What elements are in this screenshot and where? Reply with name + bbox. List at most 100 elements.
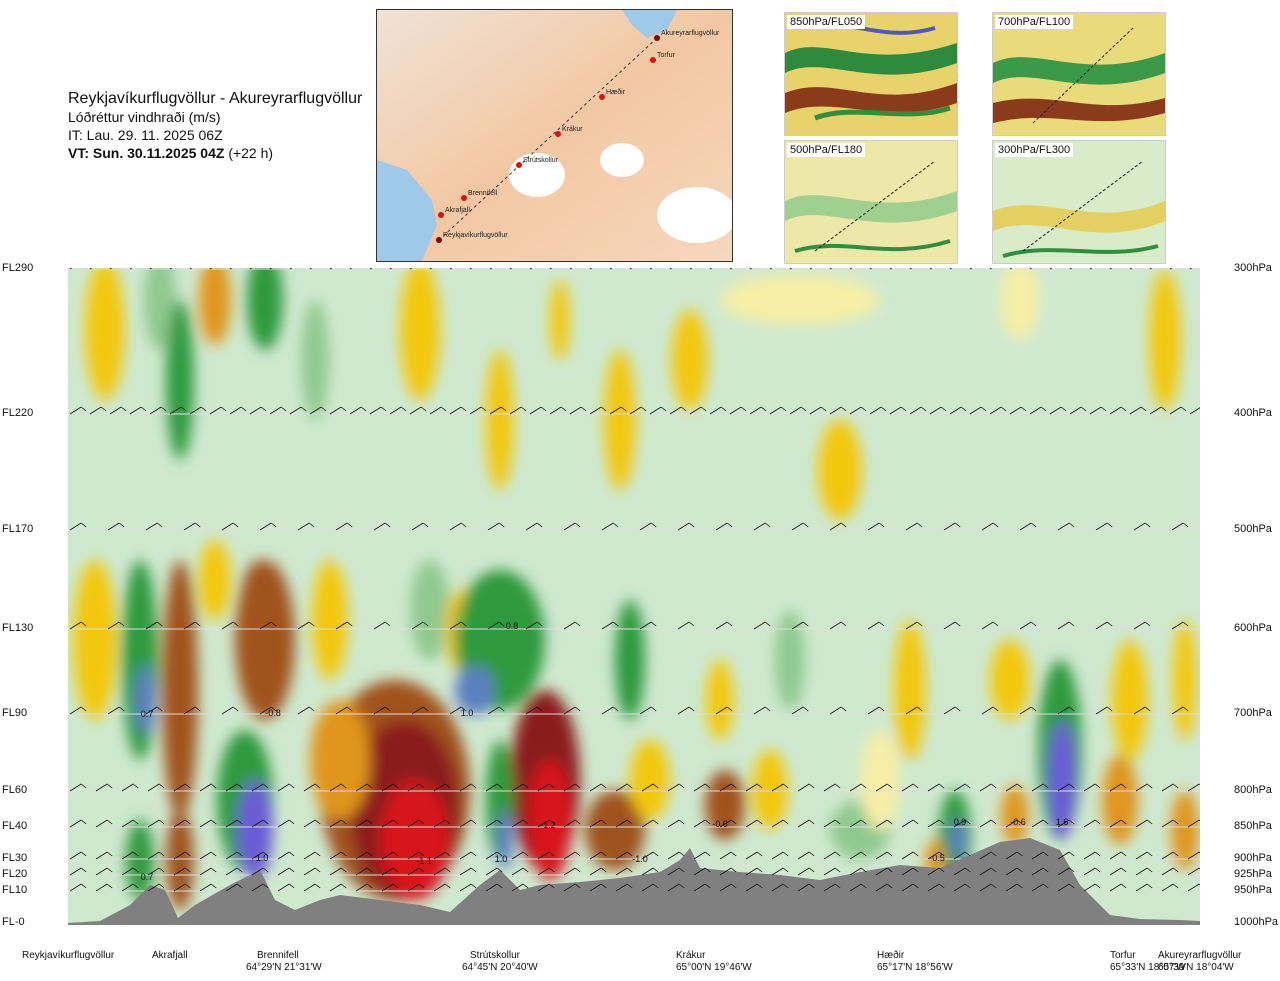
wind-barb bbox=[1171, 706, 1189, 715]
wind-barb bbox=[433, 883, 451, 892]
wind-barb bbox=[147, 783, 165, 792]
wind-barb bbox=[609, 406, 627, 415]
wind-barb bbox=[411, 621, 429, 630]
contour-patch bbox=[166, 810, 194, 910]
contour-patch bbox=[144, 268, 176, 350]
wind-barb bbox=[303, 819, 321, 828]
contour-patch bbox=[752, 750, 788, 830]
value-label: 0.9 bbox=[954, 817, 967, 827]
wind-barb bbox=[329, 406, 347, 415]
wind-barb bbox=[129, 268, 133, 270]
wind-barb bbox=[335, 522, 353, 531]
wind-barb bbox=[335, 621, 353, 630]
map-waypoint-label: Akrafjall bbox=[445, 207, 470, 214]
site-name: Reykjavíkurflugvöllur bbox=[22, 950, 115, 961]
mini-map-850-svg bbox=[785, 13, 957, 135]
wind-barb bbox=[449, 706, 467, 715]
wind-barb bbox=[693, 783, 711, 792]
wind-barb bbox=[667, 783, 685, 792]
site-coordinate: 64°29'N 21°31'W bbox=[246, 962, 322, 973]
wind-barb bbox=[1049, 268, 1053, 270]
contour-patch bbox=[162, 560, 198, 820]
wind-barb bbox=[639, 621, 657, 630]
contour-patch bbox=[860, 730, 900, 830]
wind-barb bbox=[667, 883, 685, 892]
wind-barb bbox=[381, 783, 399, 792]
wind-barb bbox=[529, 406, 547, 415]
contour-patch bbox=[894, 620, 926, 760]
wind-barb bbox=[953, 867, 971, 876]
wind-barb bbox=[849, 851, 867, 860]
wind-barb bbox=[95, 851, 113, 860]
fl-tick-label: FL60 bbox=[2, 784, 28, 796]
wind-barb bbox=[943, 621, 961, 630]
wind-barb bbox=[1057, 706, 1075, 715]
map-waypoint-marker bbox=[650, 57, 656, 63]
wind-barb bbox=[121, 867, 139, 876]
wind-barb bbox=[1133, 706, 1151, 715]
wind-barb bbox=[407, 783, 425, 792]
wind-barb bbox=[823, 867, 841, 876]
wind-barb bbox=[549, 268, 553, 270]
wind-barb bbox=[449, 522, 467, 531]
wind-barb bbox=[121, 883, 139, 892]
wind-barb bbox=[335, 706, 353, 715]
wind-barb bbox=[909, 268, 913, 270]
wind-barb bbox=[373, 522, 391, 531]
wind-barb bbox=[1109, 851, 1127, 860]
wind-barb bbox=[381, 883, 399, 892]
wind-barb bbox=[589, 883, 607, 892]
wind-barb bbox=[1005, 867, 1023, 876]
wind-barb bbox=[1161, 783, 1179, 792]
wind-barb bbox=[1005, 883, 1023, 892]
map-glacier-1 bbox=[509, 153, 565, 197]
contour-patch bbox=[1171, 790, 1199, 870]
contour-patch bbox=[615, 600, 645, 720]
wind-barb bbox=[667, 867, 685, 876]
wind-barb bbox=[407, 819, 425, 828]
wind-barb bbox=[791, 706, 809, 715]
wind-barb bbox=[389, 268, 393, 270]
site-label: Torfur 65°33'N 18°07'W bbox=[1110, 950, 1186, 974]
wind-barb bbox=[929, 406, 947, 415]
mini-map-850: 850hPa/FL050 bbox=[784, 12, 958, 136]
wind-barb bbox=[927, 867, 945, 876]
wind-barb bbox=[875, 783, 893, 792]
wind-barb bbox=[601, 522, 619, 531]
wind-barb bbox=[1057, 867, 1075, 876]
fl-tick-label: FL30 bbox=[2, 852, 28, 864]
wind-barb bbox=[849, 783, 867, 792]
wind-barb bbox=[525, 522, 543, 531]
wind-barb bbox=[719, 867, 737, 876]
wind-barb bbox=[829, 406, 847, 415]
wind-barb bbox=[433, 867, 451, 876]
wind-barb bbox=[1187, 819, 1200, 828]
site-coordinate: 65°00'N 19°46'W bbox=[676, 962, 752, 973]
wind-barb bbox=[875, 851, 893, 860]
wind-barb bbox=[1031, 883, 1049, 892]
contour-patch bbox=[585, 790, 645, 870]
contour-patch bbox=[604, 350, 636, 490]
wind-barb bbox=[943, 522, 961, 531]
value-label: -1.1 bbox=[416, 856, 432, 866]
wind-barb bbox=[173, 819, 191, 828]
wind-barb bbox=[229, 406, 247, 415]
wind-barb bbox=[563, 783, 581, 792]
mini-map-300: 300hPa/FL300 bbox=[992, 140, 1166, 264]
wind-barb bbox=[905, 621, 923, 630]
wind-barb bbox=[183, 522, 201, 531]
wind-barb bbox=[615, 819, 633, 828]
wind-barb bbox=[709, 406, 727, 415]
site-name: Strútskollur bbox=[470, 950, 521, 961]
wind-barb bbox=[693, 867, 711, 876]
map-waypoint-marker bbox=[461, 195, 467, 201]
site-label: Hæðir 65°17'N 18°56'W bbox=[877, 950, 953, 974]
wind-barb bbox=[95, 867, 113, 876]
wind-barb bbox=[469, 406, 487, 415]
wind-barb bbox=[981, 706, 999, 715]
wind-barb bbox=[829, 706, 847, 715]
wind-barb bbox=[251, 783, 269, 792]
wind-barb bbox=[329, 268, 333, 270]
wind-barb bbox=[771, 819, 789, 828]
wind-barb bbox=[277, 883, 295, 892]
